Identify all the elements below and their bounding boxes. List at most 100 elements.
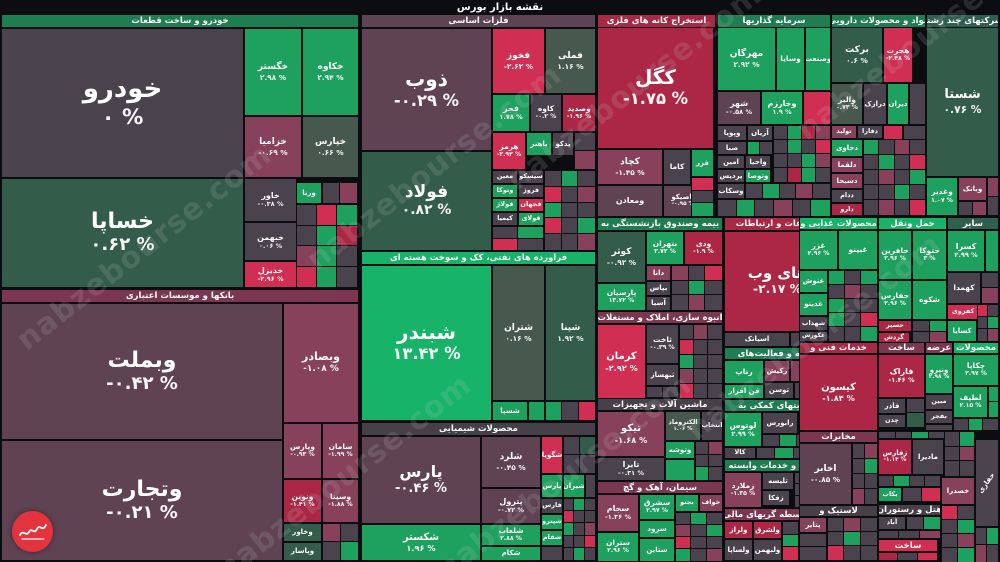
section-header-realestate[interactable]: انبوه سازی، املاک و مستغلات (598, 312, 722, 323)
tile-دفارا[interactable]: دفارا (858, 126, 882, 138)
tile-تیکو[interactable]: تیکو -۱.۶۸ % (598, 412, 664, 456)
tile-small[interactable] (829, 271, 845, 285)
tile-small[interactable] (708, 339, 722, 355)
tile-small[interactable] (696, 442, 709, 455)
tile-small[interactable] (865, 474, 877, 489)
tile-small[interactable] (879, 170, 895, 185)
section-header-hotels[interactable]: هتل و رستوران (879, 505, 940, 515)
tile-کسرا[interactable]: کسرا ۲.۹۹ % (948, 231, 984, 271)
tile-small[interactable] (578, 218, 595, 235)
tile-small[interactable] (736, 200, 756, 216)
tile-small[interactable] (584, 535, 595, 548)
tile-چکاپا[interactable]: چکاپا ۲.۹۷ % (954, 355, 998, 385)
section-header-auto[interactable]: خودرو و ساخت قطعات (2, 15, 358, 27)
tile-small[interactable] (680, 369, 694, 385)
tile-small[interactable] (959, 446, 974, 462)
tile-دانا[interactable]: دانا (647, 266, 670, 280)
tile-حافرین[interactable]: حافرین ۲.۹۶ % (879, 231, 911, 279)
section-header-manufacture[interactable]: ساخت (879, 540, 937, 551)
tile-کاوه[interactable]: کاوه -۰.۲ % (531, 95, 561, 131)
tile-small[interactable] (662, 387, 678, 397)
tile-مبین[interactable]: مبین (926, 395, 952, 409)
tile-small[interactable] (899, 531, 920, 538)
tile-small[interactable] (945, 432, 960, 447)
tile-وغدیر[interactable]: وغدیر ۱.۰۷ % (927, 178, 957, 215)
tile-شهداب[interactable]: شهداب (800, 317, 827, 330)
tile-small[interactable] (796, 184, 814, 198)
tile-شفام[interactable]: شفام (542, 531, 562, 545)
tile-small[interactable] (988, 196, 998, 215)
tile-وپویا[interactable]: وپویا (718, 126, 746, 140)
tile-small[interactable] (708, 384, 722, 399)
section-header-metals[interactable]: فلزات اساسی (362, 15, 595, 27)
tile-زملارد[interactable]: زملارد -۱.۳۵ % (725, 473, 761, 507)
tile-پتایر[interactable]: پتایر (800, 518, 826, 532)
tile-شکستر[interactable]: شکستر ۱.۹۶ % (362, 525, 480, 560)
tile-small[interactable] (783, 534, 799, 548)
tile-small[interactable] (909, 155, 925, 170)
tile-ورنا[interactable]: ورنا (297, 183, 321, 203)
tile-خبهمن[interactable]: خبهمن ۰.۰۶ % (245, 223, 296, 260)
tile-خدیزل[interactable]: خدیزل -۲.۹۶ % (245, 262, 296, 287)
tile-رابورس[interactable]: رابورس (763, 413, 797, 433)
tile-small[interactable] (895, 432, 912, 438)
tile-شکوه[interactable]: شکوه (913, 281, 946, 319)
tile-small[interactable] (696, 467, 709, 480)
tile-small[interactable] (802, 140, 816, 154)
tile-small[interactable] (928, 432, 945, 438)
tile-واحیا[interactable]: واحیا (746, 156, 770, 168)
tile-small[interactable] (982, 273, 998, 288)
tile-خگستر[interactable]: خگستر ۲.۹۸ % (245, 29, 301, 115)
section-header-pharma[interactable]: مواد و محصولات دارویی (832, 15, 925, 27)
tile-شپنا[interactable]: شپنا ۱.۹۲ % (546, 266, 595, 400)
tile-ستاین[interactable]: ستاین (640, 539, 674, 561)
tile-small[interactable] (942, 506, 958, 520)
tile-small[interactable] (864, 185, 880, 200)
tile-small[interactable] (688, 266, 706, 281)
tile-small[interactable] (561, 186, 579, 203)
tile-small[interactable] (584, 547, 595, 560)
tile-شگویا[interactable]: شگویا (542, 437, 562, 473)
tile-کگل[interactable]: کگل -۱.۷۵ % (598, 28, 713, 148)
tile-لطیف[interactable]: لطیف ۲.۱۵ % (954, 387, 987, 417)
tile-دلقما[interactable]: دلقما (832, 158, 862, 172)
tile-small[interactable] (912, 432, 929, 438)
section-header-oil[interactable]: فراورده های نفتی، کک و سوخت هسته ای (362, 252, 595, 264)
tile-small[interactable] (909, 200, 925, 215)
tile-شلرد[interactable]: شلرد -۰.۴۵ % (482, 437, 540, 487)
tile-ومعادن[interactable]: ومعادن (598, 186, 662, 216)
tile-small[interactable] (545, 171, 562, 187)
tile-فولای[interactable]: فولای (519, 213, 543, 225)
tile-small[interactable] (987, 545, 998, 562)
tile-ددام[interactable]: ددام (832, 190, 862, 202)
tile-small[interactable] (692, 203, 713, 216)
tile-وسکاب[interactable]: وسکاب (718, 184, 744, 198)
tile-کیسون[interactable]: کیسون -۱.۸۴ % (800, 355, 877, 430)
tile-small[interactable] (907, 399, 924, 413)
tile-small[interactable] (708, 354, 722, 370)
section-header-utility[interactable]: عرضه (926, 343, 952, 353)
tile-small[interactable] (879, 531, 900, 538)
tile-شپترو[interactable]: شپترو (542, 515, 562, 529)
tile-فاراک[interactable]: فاراک -۱.۴۶ % (879, 355, 924, 397)
tile-small[interactable] (561, 171, 579, 187)
tile-وصنعت[interactable]: وصنعت (806, 28, 830, 90)
tile-small[interactable] (845, 299, 861, 313)
section-header-otherfin[interactable]: سایر واسطه گریهای مالی (725, 509, 830, 520)
tile-small[interactable] (542, 547, 562, 560)
tile-باهنر[interactable]: باهنر (527, 133, 551, 155)
tile-small[interactable] (879, 432, 896, 438)
tile-small[interactable] (564, 523, 575, 536)
tile-شتران[interactable]: شتران ۰.۱۶ % (493, 266, 544, 400)
tile-تایرا[interactable]: تایرا -۰.۳۱ % (598, 458, 664, 480)
tile-small[interactable] (676, 549, 692, 561)
tile-small[interactable] (828, 518, 845, 532)
tile-small[interactable] (958, 548, 974, 562)
tile-small[interactable] (860, 532, 877, 546)
tile-small[interactable] (340, 524, 358, 542)
tile-small[interactable] (978, 317, 988, 329)
tile-دارو[interactable]: دارو (832, 204, 862, 215)
section-header-invest[interactable]: سرمایه گذاریها (718, 15, 830, 27)
tile-small[interactable] (879, 476, 895, 486)
tile-small[interactable] (578, 202, 595, 219)
